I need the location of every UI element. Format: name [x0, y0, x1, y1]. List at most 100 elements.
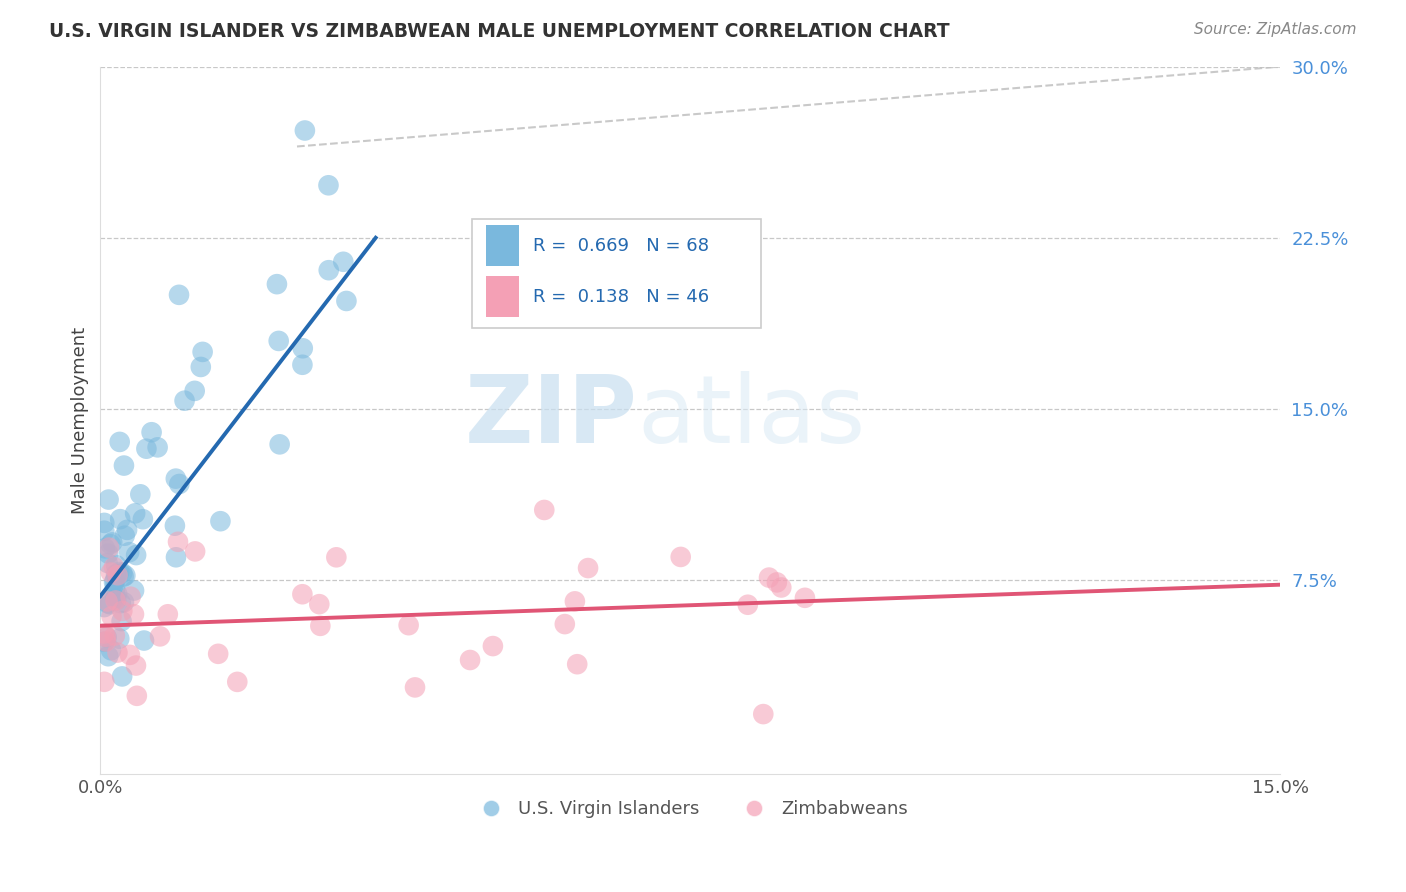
Point [770, 581, 793, 595]
Y-axis label: Male Unemployment: Male Unemployment [72, 326, 89, 514]
Point [129, 487, 152, 501]
Point [112, 595, 135, 609]
Point [100, 566, 122, 580]
Point [110, 596, 132, 610]
Point [325, 550, 347, 565]
Point [93, 600, 115, 615]
Point [209, 514, 232, 528]
Text: atlas: atlas [637, 371, 866, 463]
Point [111, 604, 134, 618]
Point [103, 575, 125, 590]
Point [184, 544, 207, 558]
Point [318, 263, 340, 277]
Point [533, 503, 555, 517]
Point [669, 549, 692, 564]
Point [93, 516, 115, 530]
Point [101, 535, 124, 549]
Point [167, 288, 190, 302]
Point [94, 634, 117, 648]
Point [794, 591, 817, 605]
Point [554, 617, 576, 632]
Point [97, 649, 120, 664]
Point [165, 550, 187, 565]
Text: R =  0.138   N = 46: R = 0.138 N = 46 [533, 287, 710, 306]
Point [96, 594, 118, 608]
Point [100, 537, 122, 551]
Point [93, 674, 115, 689]
Point [294, 123, 316, 137]
Point [114, 568, 136, 582]
Point [207, 647, 229, 661]
Point [332, 254, 354, 268]
Point [165, 472, 187, 486]
Point [156, 607, 179, 622]
Point [752, 707, 775, 722]
Point [269, 437, 291, 451]
Point [103, 560, 125, 574]
Point [97, 547, 120, 561]
Point [108, 565, 131, 579]
Point [124, 506, 146, 520]
Point [309, 619, 332, 633]
Point [737, 598, 759, 612]
Point [167, 534, 190, 549]
Point [191, 344, 214, 359]
Point [94, 541, 117, 556]
Point [125, 689, 148, 703]
Point [100, 609, 122, 624]
Point [107, 568, 129, 582]
Point [291, 341, 314, 355]
Point [115, 523, 138, 537]
Point [458, 653, 481, 667]
Point [104, 574, 127, 588]
Bar [486, 225, 519, 266]
Point [183, 384, 205, 398]
Point [98, 597, 121, 611]
Point [97, 556, 120, 570]
Point [173, 393, 195, 408]
Point [267, 334, 290, 348]
Point [112, 458, 135, 473]
Point [169, 477, 191, 491]
Text: R =  0.669   N = 68: R = 0.669 N = 68 [533, 236, 710, 254]
Point [105, 593, 128, 607]
Point [94, 630, 117, 644]
Point [107, 646, 129, 660]
Point [226, 674, 249, 689]
Point [104, 591, 127, 606]
Point [112, 569, 135, 583]
Point [766, 575, 789, 590]
FancyBboxPatch shape [472, 219, 761, 328]
Point [576, 561, 599, 575]
Point [318, 178, 340, 193]
Point [97, 492, 120, 507]
Point [105, 567, 128, 582]
Point [291, 358, 314, 372]
Point [141, 425, 163, 440]
Point [105, 558, 128, 573]
Point [93, 626, 115, 640]
Point [132, 512, 155, 526]
Point [482, 639, 505, 653]
Point [122, 607, 145, 622]
Point [567, 657, 589, 672]
Point [163, 518, 186, 533]
Point [291, 587, 314, 601]
Point [105, 587, 128, 601]
Point [146, 441, 169, 455]
Point [404, 681, 426, 695]
Point [190, 359, 212, 374]
Point [93, 634, 115, 648]
Point [118, 648, 141, 662]
Point [122, 583, 145, 598]
Point [149, 629, 172, 643]
Point [135, 442, 157, 456]
Point [110, 614, 132, 628]
Text: ZIP: ZIP [464, 371, 637, 463]
Point [564, 594, 586, 608]
Point [97, 596, 120, 610]
Point [398, 618, 420, 632]
Point [132, 633, 155, 648]
Legend: U.S. Virgin Islanders, Zimbabweans: U.S. Virgin Islanders, Zimbabweans [465, 793, 915, 825]
Point [114, 529, 136, 543]
